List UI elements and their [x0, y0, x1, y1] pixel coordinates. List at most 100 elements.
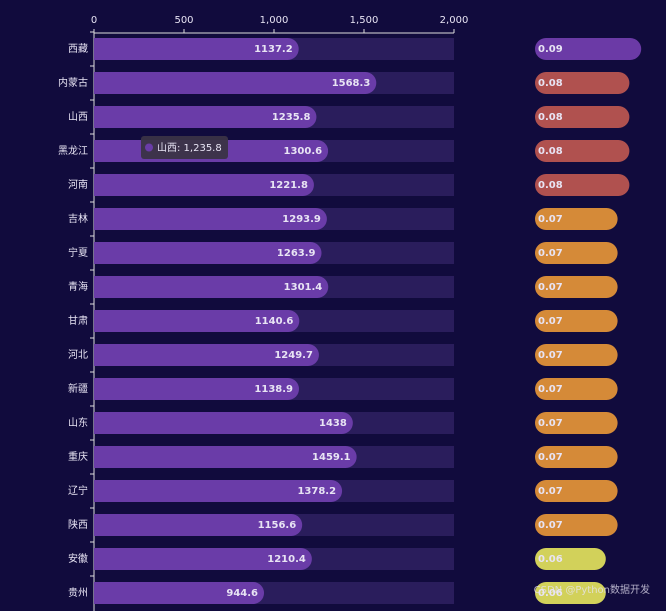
- bar: [94, 72, 377, 94]
- value-label: 1138.9: [254, 384, 293, 395]
- x-tick-label: 500: [174, 15, 193, 26]
- pill-bar: [535, 412, 618, 434]
- x-tick-label: 0: [91, 15, 97, 26]
- pill-bar: [535, 174, 630, 196]
- bar: [94, 310, 300, 332]
- y-tick-label: 青海: [68, 280, 88, 293]
- value-label: 0.08: [538, 78, 563, 89]
- pill-bar: [535, 310, 618, 332]
- y-tick-label: 山西: [68, 111, 88, 123]
- y-tick-label: 西藏: [68, 43, 88, 55]
- value-label: 1140.6: [255, 316, 294, 327]
- value-label: 1156.6: [258, 520, 297, 531]
- value-label: 0.08: [538, 146, 563, 157]
- pill-bar: [535, 446, 618, 468]
- bar: [94, 378, 106, 400]
- value-label: 0.07: [538, 282, 563, 293]
- pill-bar: [535, 140, 630, 162]
- y-tick-label: 陕西: [68, 518, 88, 531]
- bar: [94, 480, 343, 502]
- x-tick-label: 2,000: [440, 15, 469, 26]
- bar: [94, 276, 106, 298]
- value-label: 0.07: [538, 316, 563, 327]
- y-tick-label: 河北: [68, 349, 88, 361]
- tooltip-dot: [145, 143, 153, 152]
- y-tick-label: 宁夏: [68, 246, 88, 259]
- pill-bar: [535, 378, 618, 400]
- value-label: 1568.3: [332, 78, 371, 89]
- value-label: 0.07: [538, 350, 563, 361]
- y-tick-label: 内蒙古: [58, 76, 88, 89]
- bar: [94, 208, 327, 230]
- pill-bar: [535, 480, 618, 502]
- bar: [94, 582, 265, 604]
- y-tick-label: 安徽: [68, 552, 88, 565]
- tooltip: 山西: 1,235.8: [141, 136, 228, 159]
- x-tick-label: 1,000: [260, 15, 289, 26]
- bar: [94, 412, 106, 434]
- value-label: 1210.4: [267, 554, 306, 565]
- value-label: 0.08: [538, 112, 563, 123]
- value-label: 1293.9: [282, 214, 321, 225]
- bar: [94, 310, 106, 332]
- bar: [94, 208, 106, 230]
- bar: [94, 38, 106, 60]
- value-label: 0.09: [538, 44, 563, 55]
- value-label: 0.06: [538, 588, 563, 599]
- bar: [94, 344, 106, 366]
- value-label: 1300.6: [284, 146, 323, 157]
- bar: [94, 514, 303, 536]
- value-label: 1249.7: [274, 350, 313, 361]
- value-label: 0.07: [538, 248, 563, 259]
- bar: [94, 106, 317, 128]
- pill-bar: [535, 276, 618, 298]
- value-label: 1221.8: [269, 180, 308, 191]
- bar: [94, 344, 319, 366]
- bar: [94, 242, 106, 264]
- value-label: 1235.8: [272, 112, 311, 123]
- y-tick-label: 山东: [68, 416, 88, 429]
- tooltip-text: 山西: 1,235.8: [157, 142, 222, 154]
- value-label: 944.6: [226, 588, 258, 599]
- y-tick-label: 新疆: [68, 382, 88, 395]
- pill-bar: [535, 38, 642, 60]
- y-tick-label: 贵州: [68, 586, 88, 599]
- pill-bar: [535, 344, 618, 366]
- bar: [94, 38, 299, 60]
- bar: [94, 446, 357, 468]
- bar: [94, 412, 353, 434]
- y-tick-label: 黑龙江: [58, 144, 88, 157]
- bar: [94, 72, 106, 94]
- y-tick-label: 辽宁: [68, 484, 88, 497]
- pill-bar: [535, 106, 630, 128]
- bar: [94, 174, 106, 196]
- bar: [94, 276, 329, 298]
- value-label: 0.07: [538, 486, 563, 497]
- bar: [94, 174, 314, 196]
- value-label: 0.07: [538, 520, 563, 531]
- pill-bar: [535, 548, 606, 570]
- bar: [94, 514, 106, 536]
- watermark: CSDN @Python数据开发: [534, 583, 650, 596]
- pill-bar: [535, 242, 618, 264]
- pill-bar: [535, 514, 618, 536]
- value-label: 0.08: [538, 180, 563, 191]
- value-label: 0.07: [538, 418, 563, 429]
- bar: [94, 548, 106, 570]
- y-tick-label: 甘肃: [68, 314, 88, 327]
- bar: [94, 446, 106, 468]
- value-label: 1459.1: [312, 452, 351, 463]
- x-tick-label: 1,500: [350, 15, 379, 26]
- value-label: 1137.2: [254, 44, 293, 55]
- tooltip-box: [141, 136, 228, 159]
- value-label: 0.07: [538, 384, 563, 395]
- value-label: 1301.4: [284, 282, 323, 293]
- bar: [94, 140, 106, 162]
- value-label: 0.06: [538, 554, 563, 565]
- value-label: 1378.2: [297, 486, 336, 497]
- pill-bar: [535, 72, 630, 94]
- value-label: 0.07: [538, 214, 563, 225]
- bar: [94, 378, 300, 400]
- y-tick-label: 河南: [68, 178, 88, 191]
